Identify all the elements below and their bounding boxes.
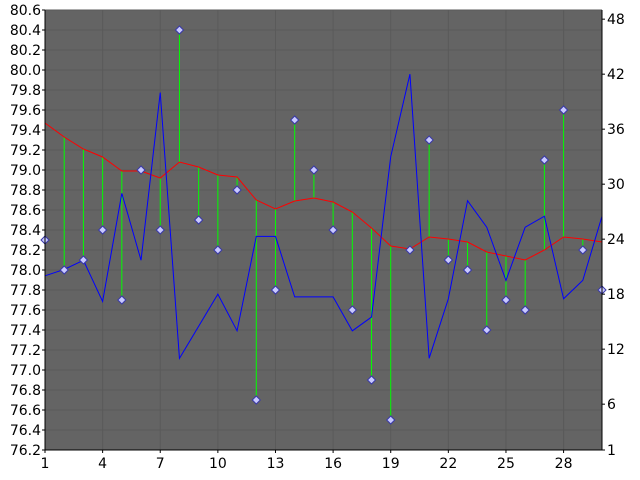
data-point: [424, 135, 434, 145]
data-point: [289, 115, 300, 125]
x-tick-label: 13: [267, 456, 285, 472]
left-tick-label: 76.8: [10, 383, 41, 399]
x-tick-label: 19: [382, 456, 400, 472]
left-tick-label: 80.2: [10, 43, 41, 59]
left-tick-label: 78.4: [10, 223, 41, 239]
left-tick-label: 78.0: [10, 263, 41, 279]
data-point: [155, 225, 165, 235]
right-tick-label: 30: [607, 177, 625, 193]
data-point: [347, 305, 358, 315]
data-point: [539, 155, 550, 165]
left-tick-label: 78.8: [10, 183, 41, 199]
data-point: [482, 325, 492, 335]
data-point: [193, 215, 204, 225]
data-point: [78, 255, 89, 265]
data-point: [251, 395, 261, 405]
x-tick-label: 28: [555, 456, 573, 472]
data-point: [520, 305, 530, 315]
left-tick-label: 77.0: [10, 363, 41, 379]
left-tick-label: 79.8: [10, 83, 41, 99]
data-point: [174, 25, 185, 35]
left-tick-label: 78.2: [10, 243, 41, 259]
series-blue-line: [44, 74, 603, 360]
x-axis-ticks: 1 4 7 10 13 16 19 22 25 28: [41, 450, 573, 472]
series-markers: [40, 25, 607, 425]
left-tick-label: 77.4: [10, 323, 41, 339]
data-point: [328, 225, 338, 235]
left-tick-label: 80.0: [10, 63, 41, 79]
blue-line-path: [44, 74, 603, 360]
x-tick-label: 1: [41, 456, 50, 472]
x-tick-label: 4: [98, 456, 107, 472]
right-tick-label: 42: [607, 67, 625, 83]
data-point: [386, 415, 396, 425]
data-point: [405, 245, 415, 255]
x-tick-label: 25: [497, 456, 515, 472]
data-point: [366, 375, 377, 385]
right-tick-label: 36: [607, 122, 625, 138]
right-tick-label: 48: [607, 12, 625, 28]
x-tick-label: 16: [324, 456, 342, 472]
x-tick-label: 22: [439, 456, 457, 472]
right-tick-label: 18: [607, 287, 625, 303]
data-point: [59, 265, 69, 275]
data-point: [136, 165, 146, 175]
left-tick-label: 76.4: [10, 423, 41, 439]
left-axis-ticks: 76.2 76.4 76.6 76.8 77.0 77.2 77.4 77.6 77.8 78.0…: [10, 3, 45, 459]
data-point: [558, 105, 569, 115]
left-tick-label: 80.6: [10, 3, 41, 19]
left-tick-label: 79.0: [10, 163, 41, 179]
left-tick-label: 79.6: [10, 103, 41, 119]
left-tick-label: 76.6: [10, 403, 41, 419]
left-tick-label: 77.2: [10, 343, 41, 359]
data-point: [501, 295, 511, 305]
right-tick-label: 24: [607, 232, 625, 248]
left-tick-label: 79.2: [10, 143, 41, 159]
data-point: [117, 295, 127, 305]
x-tick-label: 10: [209, 456, 227, 472]
left-tick-label: 77.8: [10, 283, 41, 299]
left-tick-label: 76.2: [10, 443, 41, 459]
gridlines: [44, 9, 602, 451]
data-point: [213, 245, 223, 255]
x-tick-label: 7: [156, 456, 165, 472]
data-point: [270, 285, 281, 295]
data-point: [578, 245, 588, 255]
data-point: [462, 265, 473, 275]
left-tick-label: 80.4: [10, 23, 41, 39]
right-axis-ticks: 1 6 12 18 24 30 36 42 48: [602, 12, 625, 459]
data-point: [309, 165, 319, 175]
data-point: [443, 255, 454, 265]
left-tick-label: 77.6: [10, 303, 41, 319]
data-point: [232, 185, 242, 195]
right-tick-label: 12: [607, 342, 625, 358]
left-tick-label: 78.6: [10, 203, 41, 219]
data-point: [97, 225, 108, 235]
right-tick-label: 6: [607, 397, 616, 413]
left-tick-label: 79.4: [10, 123, 41, 139]
right-tick-label: 1: [607, 443, 616, 459]
